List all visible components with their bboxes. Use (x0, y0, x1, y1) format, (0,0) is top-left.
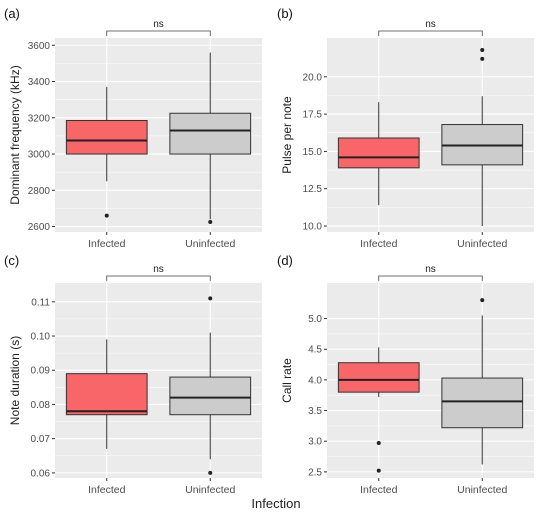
box-iqr (441, 377, 524, 429)
box-uninfected (441, 47, 524, 227)
y-tick-label: 3000 (28, 150, 51, 161)
x-tick-label: Infected (360, 484, 398, 496)
box-uninfected (169, 296, 252, 475)
outlier-point (208, 220, 213, 225)
significance-bracket (106, 30, 211, 36)
y-tick-label: 2800 (28, 186, 51, 197)
y-tick-label: 0.06 (31, 468, 51, 479)
box-infected (337, 102, 420, 206)
y-tick-label: 3400 (28, 77, 51, 88)
y-axis-title: Call rate (280, 358, 294, 403)
chart-panel-4: 2.5 3.0 3.5 4.0 4.5 5.0 Infected Uninfected ns (d… (277, 253, 534, 496)
y-tick-label: 4.5 (308, 345, 322, 356)
significance-label: ns (425, 264, 436, 275)
x-tick-label: Uninfected (185, 484, 235, 496)
box-iqr (65, 119, 148, 155)
y-tick-label: 5.0 (308, 314, 322, 325)
y-tick-label: 2.5 (308, 467, 322, 478)
y-tick-label: 10.0 (303, 222, 323, 233)
box-infected (337, 347, 420, 473)
y-tick-label: 0.11 (31, 297, 50, 308)
chart-panel-3: 0.06 0.07 0.08 0.09 0.10 0.11 Infected Uninfect… (4, 253, 262, 496)
x-tick-label: Uninfected (457, 238, 507, 250)
box-iqr (169, 376, 252, 416)
significance-bracket (106, 275, 211, 281)
box-iqr (337, 362, 420, 393)
y-tick-label: 2600 (28, 222, 51, 233)
panel-label: (b) (277, 6, 293, 21)
outlier-point (376, 468, 381, 473)
y-axis-title: Note duration (s) (8, 336, 22, 425)
y-tick-label: 15.0 (303, 147, 323, 158)
x-axis-title: Infection (251, 496, 300, 511)
y-tick-label: 3200 (28, 113, 51, 124)
significance-label: ns (153, 264, 164, 275)
significance-label: ns (153, 19, 164, 30)
box-infected (65, 339, 148, 449)
outlier-point (208, 296, 213, 301)
panel-label: (c) (4, 253, 19, 268)
box-iqr (65, 373, 148, 416)
y-tick-label: 0.08 (31, 400, 51, 411)
y-tick-label: 17.5 (303, 110, 323, 121)
significance-label: ns (425, 19, 436, 30)
x-tick-label: Uninfected (185, 238, 235, 250)
significance-bracket (378, 275, 483, 281)
outlier-point (376, 441, 381, 446)
box-infected (65, 86, 148, 218)
chart-panel-2: 10.0 12.5 15.0 17.5 20.0 Infected Uninfected ns… (277, 6, 534, 250)
y-tick-label: 3600 (28, 41, 51, 52)
box-uninfected (169, 52, 252, 225)
panels: 2600 2800 3000 3200 3400 3600 Infected Uninfect… (4, 6, 534, 496)
x-tick-label: Uninfected (457, 484, 507, 496)
y-axis-title: Dominant frequency (kHz) (8, 65, 22, 204)
x-tick-label: Infected (88, 484, 126, 496)
panel-label: (a) (4, 6, 20, 21)
x-tick-label: Infected (88, 238, 126, 250)
panel-label: (d) (277, 253, 293, 268)
box-iqr (169, 112, 252, 155)
x-tick-label: Infected (360, 238, 398, 250)
box-iqr (337, 137, 420, 169)
y-tick-label: 12.5 (303, 184, 323, 195)
outlier-point (208, 470, 213, 475)
y-axis-title: Pulse per note (280, 96, 294, 174)
outlier-point (480, 298, 485, 303)
y-tick-label: 0.09 (31, 366, 51, 377)
outlier-point (480, 47, 485, 52)
y-tick-label: 4.0 (308, 375, 322, 386)
chart-panel-1: 2600 2800 3000 3200 3400 3600 Infected Uninfect… (4, 6, 262, 250)
significance-bracket (378, 30, 483, 36)
y-tick-label: 0.10 (31, 332, 51, 343)
outlier-point (480, 56, 485, 61)
y-tick-label: 20.0 (303, 72, 323, 83)
y-tick-label: 3.5 (308, 406, 322, 417)
outlier-point (104, 213, 109, 218)
y-tick-label: 3.0 (308, 437, 322, 448)
y-tick-label: 0.07 (31, 434, 51, 445)
box-uninfected (441, 298, 524, 465)
